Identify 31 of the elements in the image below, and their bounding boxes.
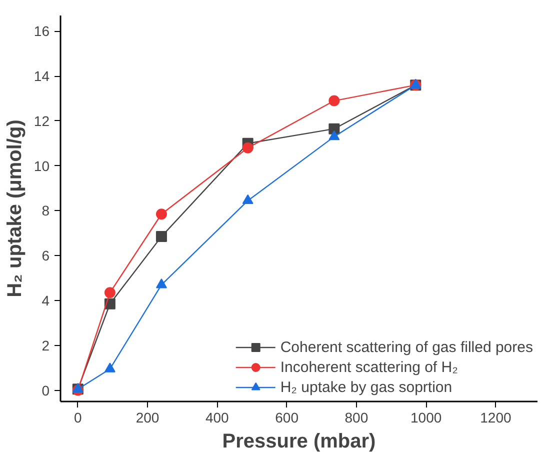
- y-tick-label: 2: [42, 337, 50, 354]
- y-tick-label: 0: [42, 382, 50, 398]
- point: [242, 194, 254, 204]
- y-tick-label: 12: [34, 112, 50, 129]
- point: [104, 362, 116, 372]
- point: [328, 130, 340, 140]
- point: [242, 142, 254, 154]
- point: [156, 208, 167, 220]
- y-axis-title: H₂ uptake (μmol/g): [4, 120, 26, 298]
- point: [410, 78, 422, 88]
- y-tick-label: 10: [34, 158, 50, 174]
- x-tick-label: 0: [74, 410, 82, 426]
- legend-label: Incoherent scattering of H₂: [280, 358, 458, 376]
- x-axis-title: Pressure (mbar): [222, 430, 376, 452]
- y-tick-label: 14: [34, 68, 50, 84]
- point: [156, 231, 167, 242]
- x-tick-label: 1000: [410, 410, 442, 426]
- point: [156, 278, 167, 288]
- y-tick-label: 4: [42, 292, 50, 309]
- point: [328, 95, 340, 106]
- y-tick-label: 16: [34, 23, 50, 40]
- y-tick-label: 6: [42, 248, 50, 264]
- legend-label: H₂ uptake by gas soprtion: [280, 378, 452, 396]
- legend-label: Coherent scattering of gas filled pores: [280, 338, 533, 356]
- x-tick-label: 600: [275, 410, 299, 426]
- x-tick-label: 200: [136, 410, 160, 426]
- point: [104, 287, 116, 298]
- x-tick-label: 1200: [480, 410, 512, 426]
- x-tick-label: 400: [206, 410, 230, 426]
- x-tick-label: 800: [344, 410, 368, 426]
- y-tick-label: 8: [42, 202, 50, 219]
